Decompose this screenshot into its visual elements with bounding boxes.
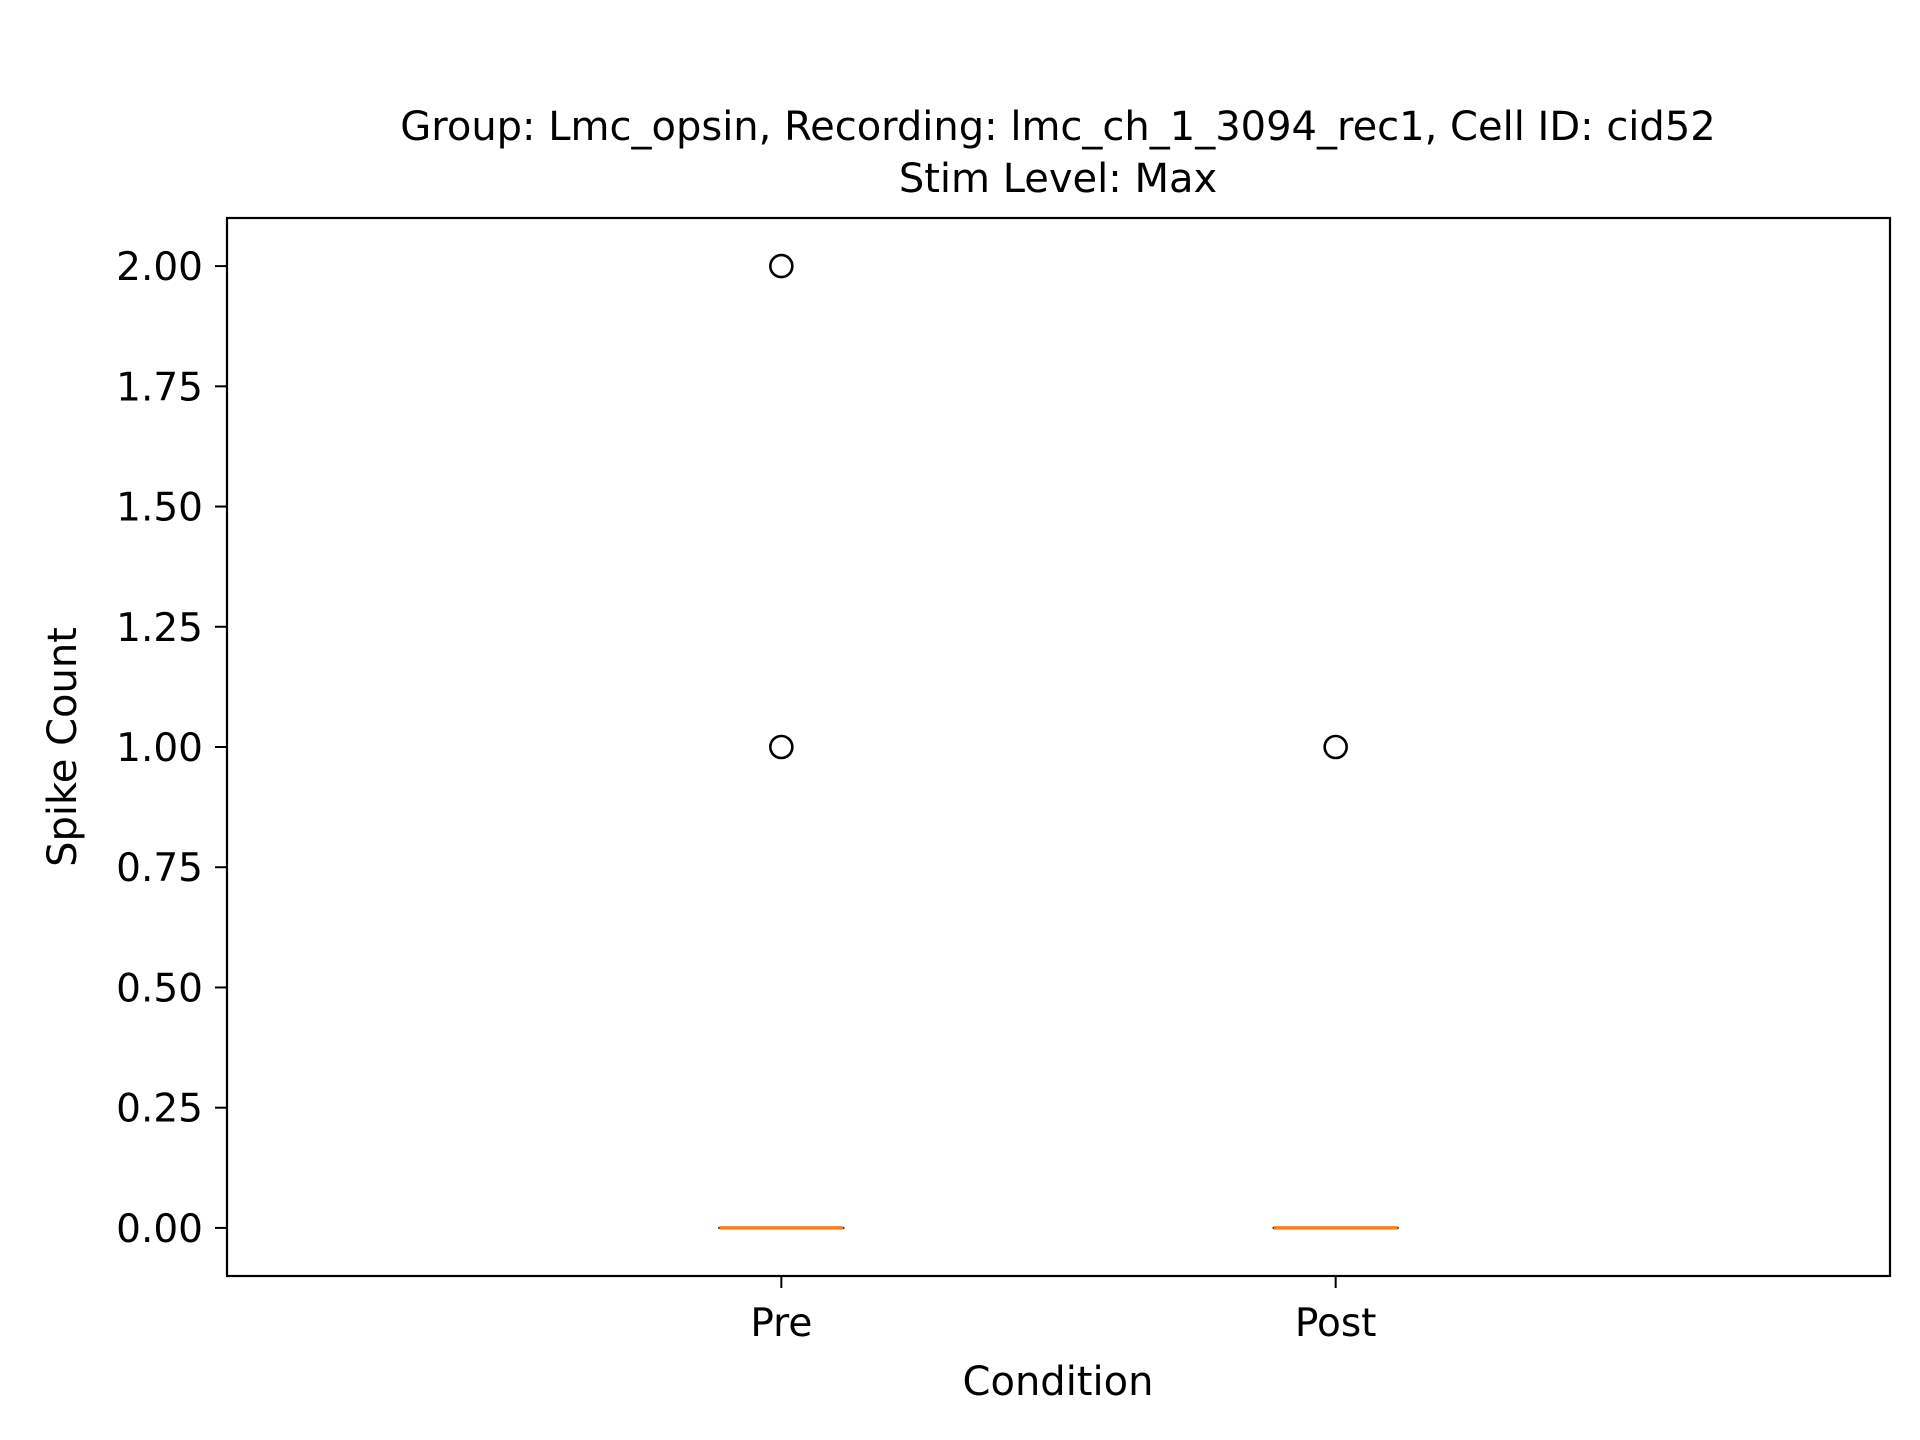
axes: 0.00 0.25 0.50 0.75 1.00 1.25 1.50 1.75 2.00 Pre P… [116, 245, 1376, 1346]
y-tick-label: 0.50 [116, 966, 203, 1011]
chart-subtitle: Stim Level: Max [899, 156, 1217, 202]
y-tick-label: 2.00 [116, 245, 203, 290]
outlier-point [1323, 734, 1348, 760]
x-tick-label: Pre [750, 1301, 812, 1346]
plot-area-frame [225, 216, 1892, 1278]
y-tick-label: 0.25 [116, 1087, 203, 1132]
x-axis-label: Condition [963, 1359, 1154, 1405]
outlier-point [769, 253, 794, 279]
y-tick-label: 1.00 [116, 726, 203, 771]
y-tick-label: 0.00 [116, 1207, 203, 1252]
y-tick-label: 1.75 [116, 365, 203, 410]
outlier-point [769, 734, 794, 760]
chart-title: Group: Lmc_opsin, Recording: lmc_ch_1_30… [400, 104, 1715, 150]
y-axis-label: Spike Count [40, 627, 86, 867]
y-tick-label: 1.25 [116, 606, 203, 651]
y-tick-label: 0.75 [116, 846, 203, 891]
plot-marks [718, 253, 1399, 1230]
x-tick-label: Post [1295, 1301, 1377, 1346]
y-tick-label: 1.50 [116, 486, 203, 531]
